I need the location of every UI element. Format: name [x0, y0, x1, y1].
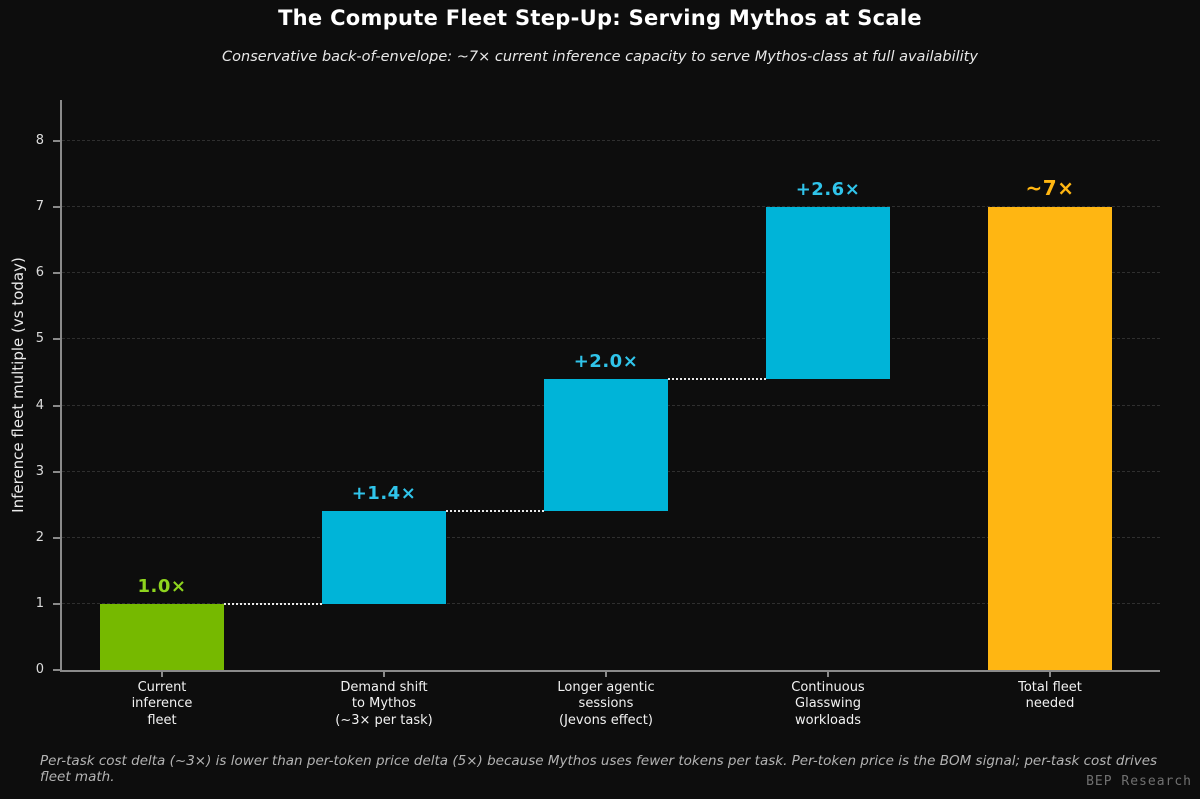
y-tick-mark [53, 536, 60, 539]
y-tick-mark [53, 272, 60, 275]
waterfall-bar [766, 207, 890, 380]
gridline [62, 602, 1160, 604]
x-category-label: Current inference fleet [131, 680, 193, 728]
y-tick-mark [53, 206, 60, 209]
y-tick-label: 5 [35, 331, 44, 347]
x-tick-mark [827, 672, 829, 677]
y-axis-label: Inference fleet multiple (vs today) [9, 257, 27, 513]
y-tick-mark [53, 602, 60, 605]
gridline [62, 536, 1160, 538]
x-category-label: Total fleet needed [1018, 680, 1082, 712]
x-tick-mark [161, 672, 163, 677]
x-tick-mark [1049, 672, 1051, 677]
x-tick-mark [383, 672, 385, 677]
y-tick-label: 3 [35, 463, 44, 479]
plot-area: 0 1 2 3 4 5 6 7 8 1.0× Current inference fleet +1.4… [36, 100, 1160, 728]
watermark: BEP Research [1086, 774, 1192, 789]
y-tick-mark [53, 404, 60, 407]
bar-value-label: +2.0× [573, 351, 639, 373]
waterfall-bar [988, 207, 1112, 670]
gridline [62, 140, 1160, 141]
y-tick-label: 1 [35, 595, 44, 611]
bar-value-label: +2.6× [795, 179, 861, 201]
y-tick-mark [53, 470, 60, 473]
x-tick-mark [605, 672, 607, 677]
gridline [62, 272, 1160, 274]
x-category-label: Longer agentic sessions (Jevons effect) [557, 680, 655, 728]
y-tick-label: 4 [35, 397, 44, 413]
gridline [62, 206, 1160, 208]
y-tick-label: 0 [35, 662, 44, 677]
waterfall-bar [544, 379, 668, 512]
connector-line [224, 602, 322, 605]
y-tick-mark [53, 338, 60, 341]
footnote: Per-task cost delta (~3×) is lower than … [40, 753, 1158, 785]
x-category-label: Demand shift to Mythos (~3× per task) [335, 680, 433, 728]
bar-value-label: ~7× [1025, 176, 1075, 201]
chart-title: The Compute Fleet Step-Up: Serving Mytho… [278, 6, 922, 30]
y-tick-mark [53, 140, 60, 142]
x-category-label: Continuous Glasswing workloads [791, 680, 865, 728]
y-tick-label: 8 [35, 133, 44, 148]
bar-value-label: +1.4× [351, 483, 417, 505]
gridline [62, 338, 1160, 340]
bar-value-label: 1.0× [137, 575, 187, 597]
y-tick-label: 6 [35, 265, 44, 281]
y-tick-label: 7 [35, 199, 44, 215]
chart-subtitle: Conservative back-of-envelope: ~7× curre… [222, 49, 978, 65]
y-tick-label: 2 [35, 529, 44, 545]
waterfall-bar [100, 603, 224, 670]
connector-line [668, 378, 766, 381]
connector-line [446, 510, 544, 513]
y-tick-mark [53, 669, 60, 671]
waterfall-bar [322, 511, 446, 604]
